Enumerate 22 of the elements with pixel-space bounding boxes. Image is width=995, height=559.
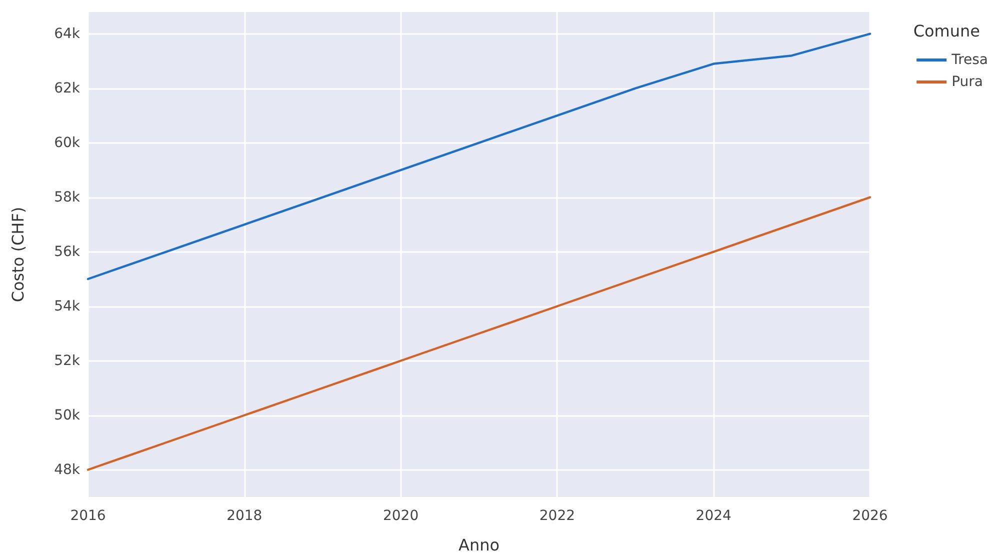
x-tick-label: 2022 [539,508,576,524]
y-tick-label: 60k [54,134,81,151]
x-axis-title: Anno [458,536,500,554]
y-tick-label: 56k [54,244,81,260]
x-tick-label: 2026 [852,508,888,524]
legend-title: Comune [913,22,980,40]
y-tick-label: 54k [54,298,81,314]
x-tick-label: 2018 [226,508,262,524]
line-series [86,196,872,471]
y-tick-label: 52k [54,352,81,369]
y-axis-title: Costo (CHF) [8,206,28,302]
legend-label: Tresa [950,52,988,68]
x-tick-label: 2024 [696,508,732,524]
y-tick-label: 48k [54,462,81,478]
legend-label: Pura [952,74,983,90]
x-tick-label: 2020 [382,508,419,524]
line-series [86,32,872,280]
y-tick-label: 50k [54,407,81,424]
x-tick-label: 2016 [70,508,106,524]
y-tick-label: 58k [54,189,81,206]
y-tick-label: 62k [54,80,81,96]
y-tick-label: 64k [54,26,81,42]
